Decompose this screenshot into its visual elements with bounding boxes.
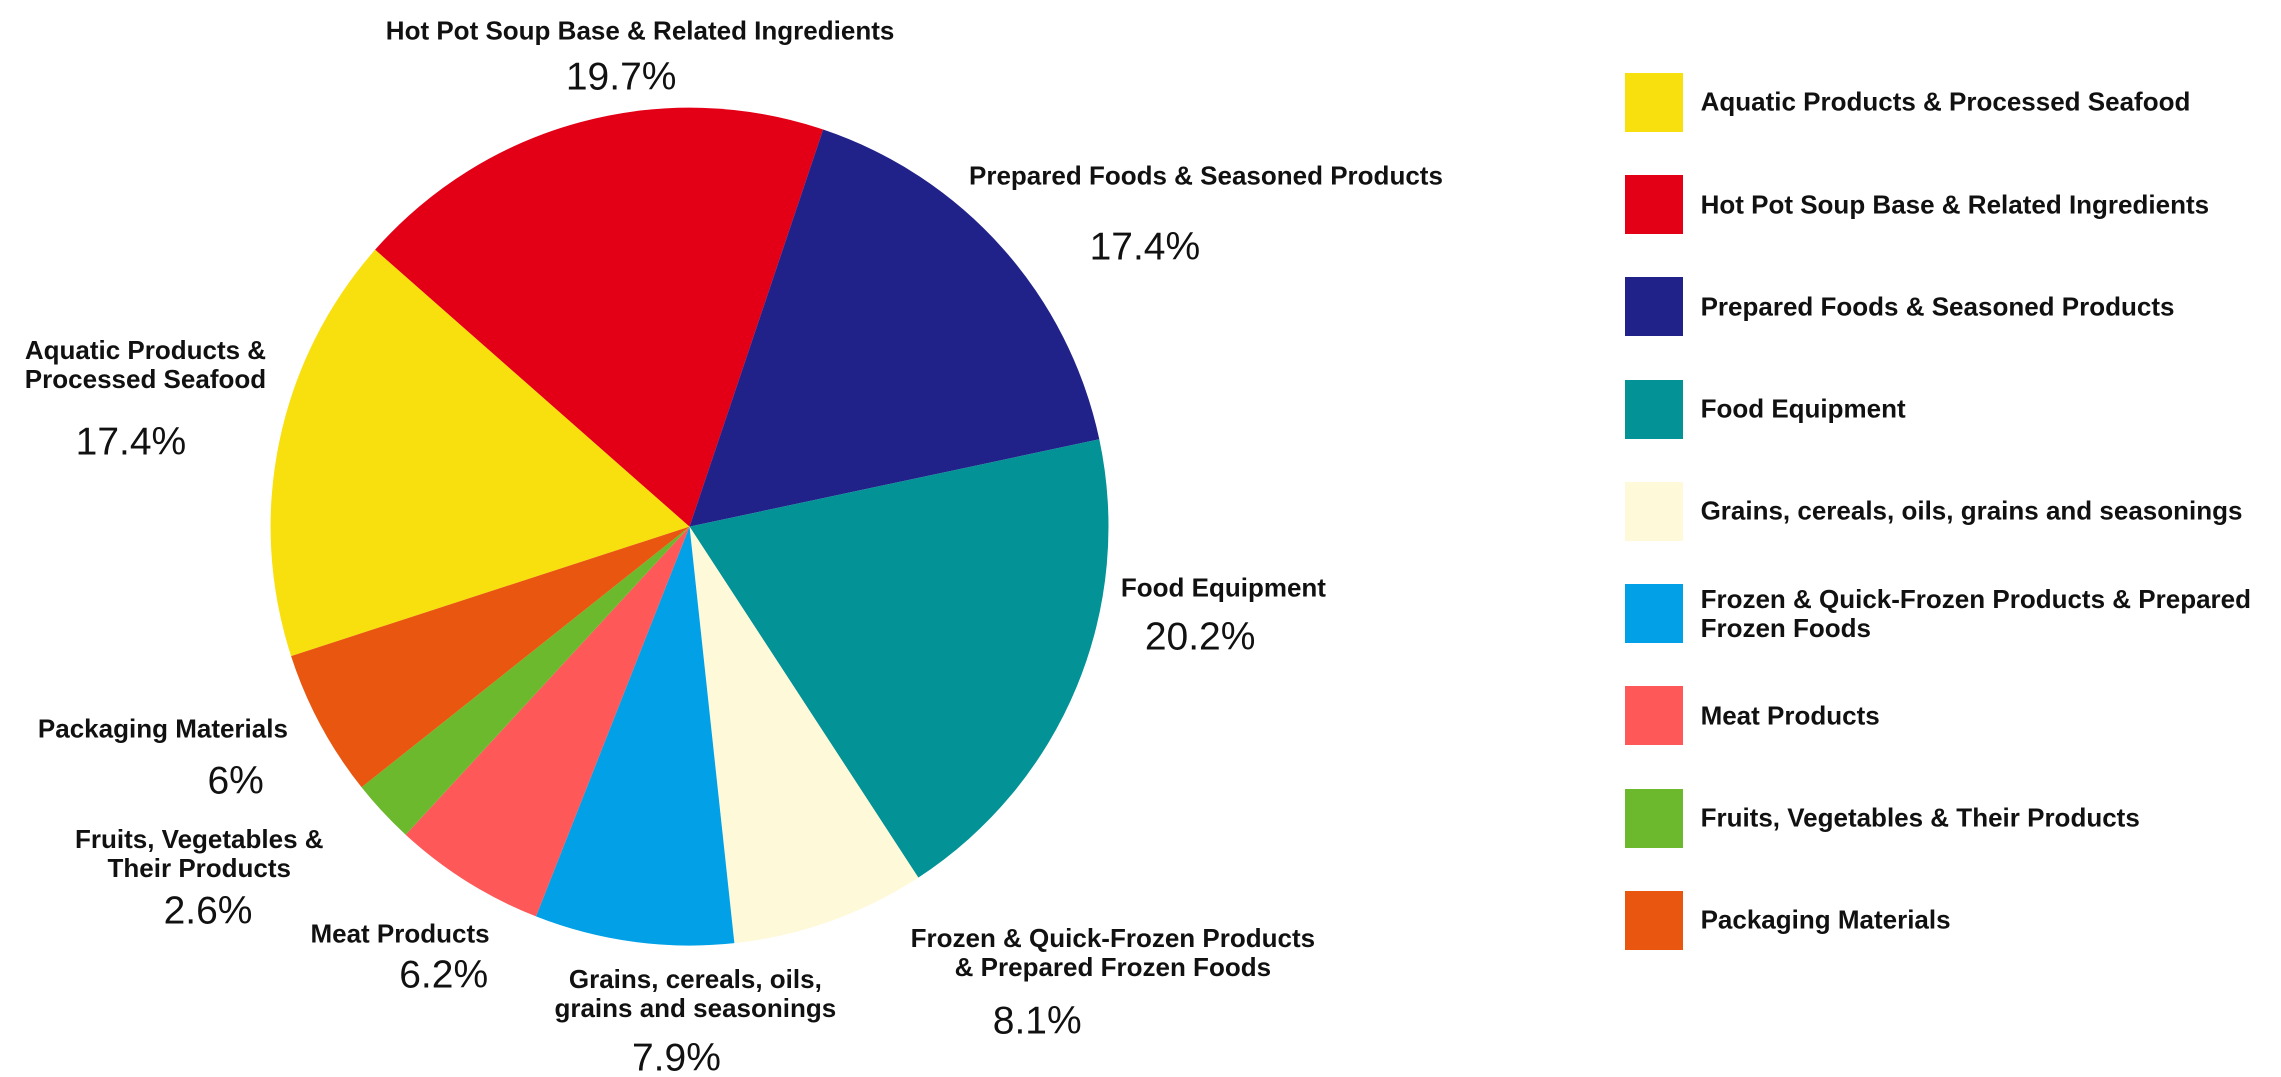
legend-swatch	[1624, 481, 1683, 541]
slice-label: Packaging Materials	[37, 713, 288, 744]
legend-swatch	[1624, 890, 1683, 950]
pie-slice	[689, 526, 919, 944]
legend-label: Aquatic Products & Processed Seafood	[1700, 86, 2191, 117]
slice-label: Aquatic Products & Processed Seafood	[24, 335, 267, 395]
pie-slice	[270, 249, 690, 657]
legend-label: Grains, cereals, oils, grains and season…	[1700, 495, 2243, 526]
legend-label: Fruits, Vegetables & Their Products	[1700, 802, 2140, 833]
pie-slice	[375, 107, 824, 527]
legend-swatch	[1624, 379, 1683, 439]
value-label: 2.6%	[163, 889, 253, 933]
pie-slice	[536, 526, 735, 946]
pie-slice	[361, 526, 690, 835]
legend-label: Hot Pot Soup Base & Related Ingredients	[1700, 188, 2210, 219]
slice-label: Hot Pot Soup Base & Related Ingredients	[385, 14, 895, 45]
pie-slice	[689, 129, 1100, 527]
value-label: 6%	[207, 759, 264, 803]
slice-label: Food Equipment	[1120, 572, 1326, 603]
pie-slice	[405, 526, 690, 917]
legend-swatch	[1624, 175, 1683, 234]
value-label: 17.4%	[75, 420, 187, 464]
slice-label: Grains, cereals, oils, grains and season…	[554, 963, 837, 1023]
legend-label: Meat Products	[1700, 700, 1880, 731]
value-label: 19.7%	[565, 55, 677, 99]
legend-swatch	[1624, 686, 1683, 746]
legend-swatch	[1624, 72, 1683, 132]
value-label: 17.4%	[1089, 225, 1201, 269]
legend-label: Packaging Materials	[1700, 904, 1951, 935]
pie-slice	[291, 526, 690, 788]
pie-slice	[689, 439, 1109, 878]
value-label: 6.2%	[399, 953, 489, 997]
legend-label: Prepared Foods & Seasoned Products	[1700, 291, 2175, 322]
legend-swatch	[1624, 277, 1683, 337]
slice-label: Frozen & Quick-Frozen Products & Prepare…	[910, 922, 1316, 982]
value-label: 7.9%	[631, 1036, 721, 1077]
value-label: 8.1%	[992, 999, 1082, 1043]
slice-label: Fruits, Vegetables & Their Products	[75, 823, 324, 883]
value-label: 20.2%	[1144, 615, 1256, 659]
legend-label: Food Equipment	[1700, 393, 1906, 424]
slice-label: Meat Products	[310, 918, 490, 949]
legend-swatch	[1624, 584, 1683, 644]
pie-chart	[270, 107, 1109, 946]
slice-label: Prepared Foods & Seasoned Products	[969, 160, 1443, 191]
legend-label: Frozen & Quick-Frozen Products & Prepare…	[1700, 583, 2251, 643]
legend-swatch	[1624, 788, 1683, 848]
